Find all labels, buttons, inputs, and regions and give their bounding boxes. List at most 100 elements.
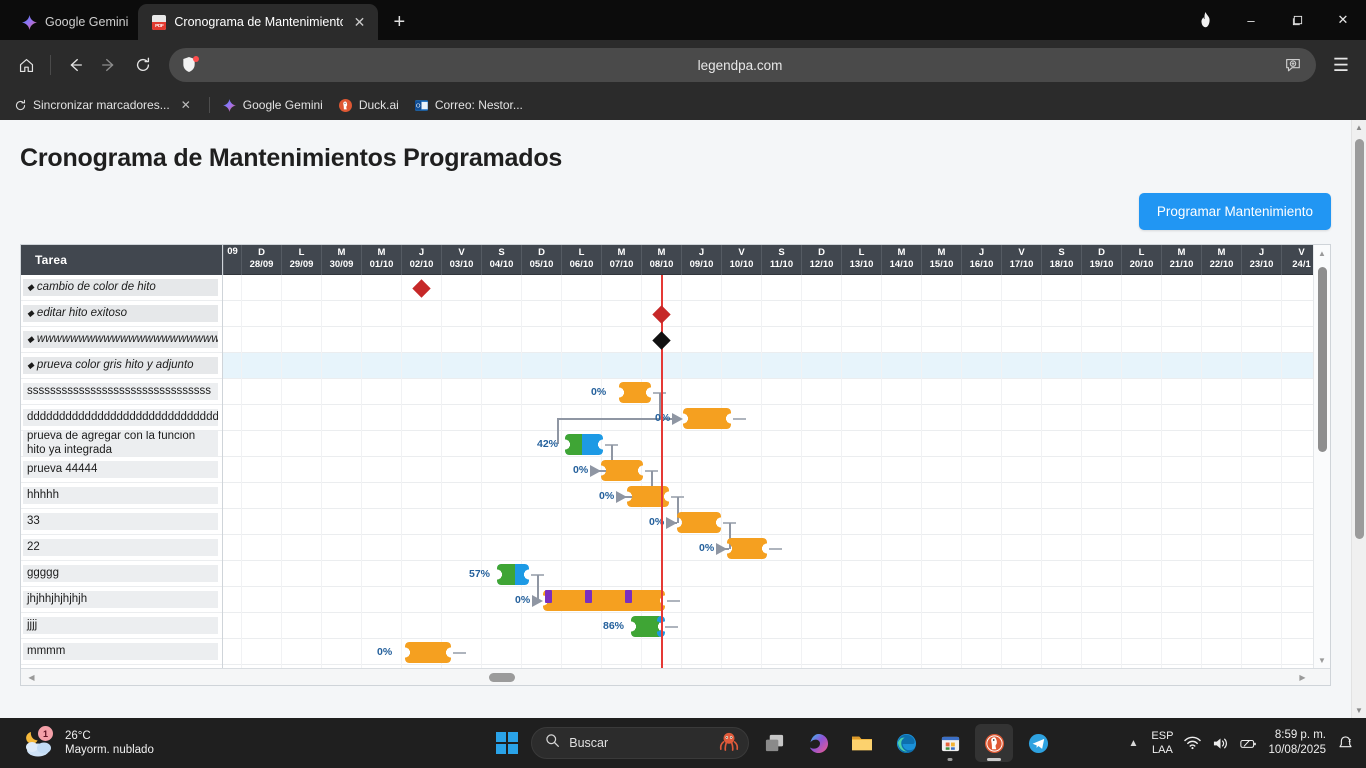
gantt-bar[interactable] (565, 434, 603, 455)
embedded-milestone-marker[interactable] (545, 590, 552, 603)
bar-resize-handle[interactable] (733, 418, 746, 420)
embedded-milestone-marker[interactable] (585, 590, 592, 603)
notification-bell-icon[interactable]: z (1337, 735, 1354, 752)
file-explorer-icon[interactable] (843, 724, 881, 762)
clock[interactable]: 8:59 p. m. 10/08/2025 (1268, 728, 1326, 758)
search-input[interactable]: Buscar (569, 736, 609, 750)
bookmark-duckai[interactable]: Duck.ai (332, 95, 406, 115)
task-row[interactable]: jhjhhjhjhjhjh (21, 587, 222, 613)
scroll-track[interactable] (1314, 261, 1331, 652)
timeline-row[interactable] (223, 535, 1330, 561)
start-button-icon[interactable] (489, 725, 525, 761)
timeline-row[interactable] (223, 561, 1330, 587)
close-window-button[interactable]: ✕ (1337, 12, 1349, 27)
gantt-bar[interactable] (631, 616, 663, 637)
gantt-horizontal-scrollbar[interactable]: ◀ ▶ (21, 668, 1330, 685)
bar-resize-handle[interactable] (769, 548, 782, 550)
gantt-bar[interactable] (497, 564, 529, 585)
browser-menu-icon[interactable]: ☰ (1332, 54, 1350, 75)
timeline-row[interactable] (223, 275, 1330, 301)
reload-icon[interactable] (127, 49, 159, 81)
close-icon[interactable]: ✕ (180, 98, 191, 112)
timeline-row[interactable] (223, 613, 1330, 639)
gantt-bar[interactable] (405, 642, 451, 663)
gantt-bar[interactable] (627, 486, 669, 507)
scroll-thumb[interactable] (1317, 267, 1327, 452)
timeline-row[interactable] (223, 379, 1330, 405)
task-row[interactable]: ggggg (21, 561, 222, 587)
timeline-row[interactable] (223, 639, 1330, 665)
timeline-row[interactable] (223, 509, 1330, 535)
gantt-bar[interactable] (727, 538, 767, 559)
weather-widget[interactable]: 1 26°C Mayorm. nublado (0, 726, 420, 758)
taskbar-search[interactable]: Buscar (531, 727, 750, 759)
task-row[interactable]: prueva 44444 (21, 457, 222, 483)
task-row[interactable]: mmmm (21, 639, 222, 665)
timeline-row[interactable] (223, 457, 1330, 483)
task-row[interactable]: jjjj (21, 613, 222, 639)
programar-mantenimiento-button[interactable]: Programar Mantenimiento (1138, 193, 1331, 230)
task-row[interactable]: ◆wwwwwwwwwwwwwwwwwwwwwwwwwww (21, 327, 222, 353)
task-row[interactable]: 22 (21, 535, 222, 561)
microsoft-store-icon[interactable] (931, 724, 969, 762)
scroll-right-icon[interactable]: ▶ (1299, 672, 1306, 682)
timeline-row[interactable] (223, 405, 1330, 431)
home-icon[interactable] (10, 49, 42, 81)
gantt-bar[interactable] (543, 590, 665, 611)
bar-resize-handle[interactable] (453, 652, 466, 654)
task-row[interactable]: ◆ prueva color gris hito y adjunto (21, 353, 222, 379)
gantt-vertical-scrollbar[interactable]: ▲ ▼ (1313, 245, 1330, 668)
wifi-icon[interactable] (1184, 735, 1202, 752)
scroll-down-icon[interactable]: ▼ (1355, 706, 1363, 715)
task-row[interactable]: ◆ editar hito exitoso (21, 301, 222, 327)
scroll-track[interactable] (1352, 135, 1366, 703)
bar-resize-handle[interactable] (665, 626, 678, 628)
task-row[interactable]: hhhhh (21, 483, 222, 509)
volume-icon[interactable] (1212, 735, 1229, 752)
language-indicator[interactable]: ESP LAA (1151, 729, 1173, 757)
scroll-thumb[interactable] (489, 673, 515, 682)
timeline-row[interactable] (223, 483, 1330, 509)
scroll-thumb[interactable] (1354, 139, 1364, 539)
scroll-left-icon[interactable]: ◀ (28, 672, 35, 682)
timeline-row[interactable] (223, 353, 1330, 379)
shield-icon[interactable] (181, 56, 199, 74)
timeline-row[interactable] (223, 327, 1330, 353)
task-view-icon[interactable] (755, 724, 793, 762)
battery-icon[interactable] (1240, 735, 1257, 752)
show-hidden-icons-icon[interactable]: ▲ (1128, 737, 1139, 749)
copilot-icon[interactable] (799, 724, 837, 762)
gantt-bar[interactable] (683, 408, 731, 429)
edge-icon[interactable] (887, 724, 925, 762)
close-icon[interactable]: ✕ (353, 14, 366, 30)
maximize-button[interactable] (1274, 0, 1320, 40)
back-icon[interactable] (59, 49, 91, 81)
duckduckgo-browser-icon[interactable] (975, 724, 1014, 762)
bar-resize-handle[interactable] (667, 600, 680, 602)
gantt-bar[interactable] (619, 382, 651, 403)
timeline-row[interactable] (223, 587, 1330, 613)
forward-icon[interactable] (93, 49, 125, 81)
new-tab-button[interactable]: + (393, 10, 406, 33)
task-row[interactable]: 33 (21, 509, 222, 535)
scroll-down-icon[interactable]: ▼ (1318, 655, 1326, 665)
bookmark-correo[interactable]: O Correo: Nestor... (408, 95, 530, 115)
scroll-up-icon[interactable]: ▲ (1355, 123, 1363, 132)
address-bar[interactable]: legendpa.com (169, 48, 1316, 82)
bookmark-google-gemini[interactable]: Google Gemini (216, 95, 330, 115)
timeline-row[interactable] (223, 431, 1330, 457)
task-row[interactable]: ◆ cambio de color de hito (21, 275, 222, 301)
telegram-icon[interactable] (1019, 724, 1057, 762)
task-row[interactable]: dddddddddddddddddddddddddddddddd (21, 405, 222, 431)
timeline-row[interactable] (223, 301, 1330, 327)
gantt-bar[interactable] (601, 460, 643, 481)
task-row[interactable]: prueva de agregar con la funcion hito ya… (21, 431, 222, 457)
flame-icon[interactable] (1182, 0, 1228, 40)
tab-cronograma[interactable]: Cronograma de Mantenimiento ✕ (138, 4, 379, 40)
page-scrollbar[interactable]: ▲ ▼ (1351, 120, 1366, 718)
scroll-up-icon[interactable]: ▲ (1318, 248, 1326, 258)
page-actions-icon[interactable] (1282, 54, 1304, 76)
embedded-milestone-marker[interactable] (625, 590, 632, 603)
minimize-button[interactable]: – (1247, 12, 1255, 28)
bookmark-sincronizar[interactable]: Sincronizar marcadores... ✕ (6, 95, 203, 115)
